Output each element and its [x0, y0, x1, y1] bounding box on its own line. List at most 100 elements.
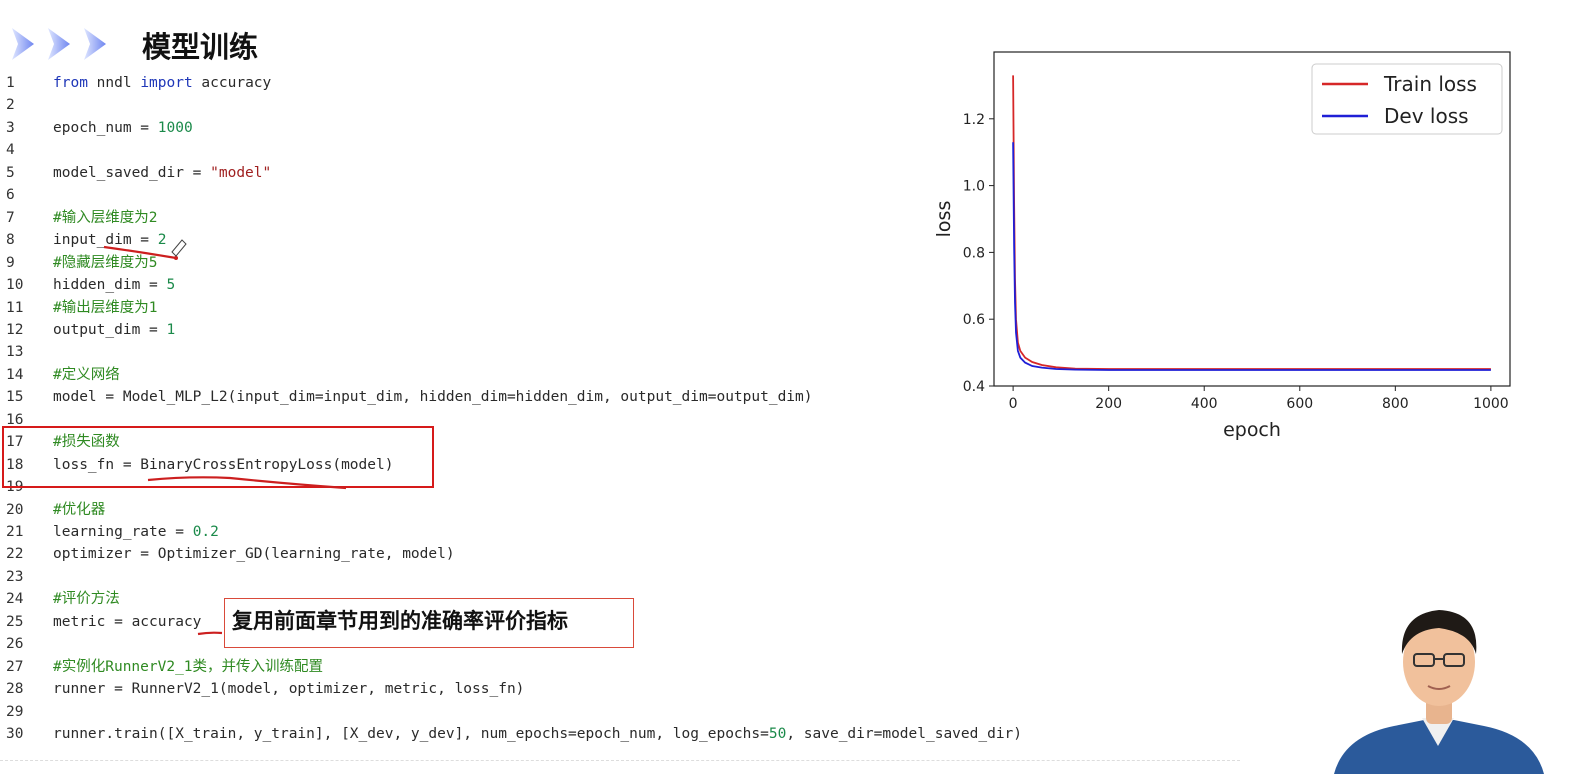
code-token: #输入层维度为2 [53, 209, 158, 226]
code-text: #评价方法 [53, 588, 120, 610]
line-number: 20 [6, 501, 24, 518]
code-line: 16 [0, 409, 1240, 431]
line-number: 28 [6, 681, 24, 698]
x-tick-label: 800 [1382, 396, 1409, 412]
code-line: 17 #损失函数 [0, 431, 1240, 453]
line-number: 15 [6, 389, 24, 406]
slide-header: 模型训练 [0, 0, 1592, 74]
code-token: 1 [166, 321, 176, 338]
x-axis-label: epoch [1223, 419, 1281, 441]
code-token: input_dim = [53, 232, 158, 249]
divider [0, 760, 1240, 761]
code-token: loss_fn = BinaryCrossEntropyLoss(model) [53, 456, 394, 473]
line-number: 30 [6, 726, 24, 743]
line-number: 14 [6, 366, 24, 383]
line-number: 8 [6, 232, 15, 249]
code-line: 18 loss_fn = BinaryCrossEntropyLoss(model… [0, 454, 1240, 476]
code-token: 1000 [157, 119, 193, 136]
code-token: , save_dir=model_saved_dir) [786, 726, 1023, 743]
line-number: 29 [6, 703, 24, 720]
code-token: epoch_num = [53, 119, 158, 136]
code-line: 30 runner.train([X_train, y_train], [X_de… [0, 723, 1240, 745]
code-listing: 1 from nndl import accuracy 2 3 epoch_num = … [0, 72, 1240, 762]
line-number: 5 [6, 164, 15, 181]
plot-frame [993, 51, 1511, 387]
x-tick-label: 600 [1286, 396, 1313, 412]
line-number: 7 [6, 209, 15, 226]
code-line: 23 [0, 566, 1240, 588]
y-tick-label: 0.6 [963, 312, 985, 328]
line-number: 22 [6, 546, 24, 563]
code-line: 13 [0, 341, 1240, 363]
code-token: optimizer = Optimizer_GD(learning_rate, … [53, 546, 455, 563]
x-tick-label: 1000 [1473, 396, 1509, 412]
code-text: learning_rate = 0.2 [53, 521, 219, 543]
code-token: 0.2 [192, 524, 219, 540]
annotation-callout: 复用前面章节用到的准确率评价指标 [224, 598, 634, 648]
code-line: 10 hidden_dim = 5 [0, 274, 1240, 296]
code-line: 2 [0, 94, 1240, 116]
line-number: 17 [6, 434, 24, 451]
code-token: #评价方法 [53, 591, 120, 608]
y-tick-label: 0.4 [963, 379, 985, 395]
code-line: 7 #输入层维度为2 [0, 207, 1240, 229]
series-line-dev-loss [1012, 142, 1491, 371]
code-line: 8 input_dim = 2 [0, 229, 1240, 251]
line-number: 26 [6, 636, 24, 653]
code-line: 1 from nndl import accuracy [0, 72, 1240, 94]
code-token: #隐藏层维度为5 [53, 254, 158, 271]
code-token: #实例化RunnerV2_1类，并传入训练配置 [53, 658, 324, 675]
code-token: nndl [87, 75, 141, 91]
line-number: 2 [6, 97, 15, 114]
code-line: 22 optimizer = Optimizer_GD(learning_rate… [0, 543, 1240, 565]
y-tick-label: 1.2 [963, 112, 985, 128]
code-text: optimizer = Optimizer_GD(learning_rate, … [53, 543, 455, 565]
code-line: 24 #评价方法 [0, 588, 1240, 610]
code-line: 11 #输出层维度为1 [0, 297, 1240, 319]
code-line: 20 #优化器 [0, 499, 1240, 521]
code-text: #输入层维度为2 [53, 207, 157, 229]
code-line: 29 [0, 701, 1240, 723]
code-line: 5 model_saved_dir = "model" [0, 162, 1240, 184]
code-text: epoch_num = 1000 [53, 117, 193, 139]
code-line: 15 model = Model_MLP_L2(input_dim=input_d… [0, 386, 1240, 408]
line-number: 27 [6, 658, 24, 675]
line-number: 25 [6, 613, 24, 630]
code-token: model = Model_MLP_L2(input_dim=input_dim… [53, 389, 813, 406]
line-number: 16 [6, 411, 24, 428]
code-text: #定义网络 [53, 364, 120, 386]
line-number: 9 [6, 254, 15, 271]
code-text: model_saved_dir = "model" [53, 162, 271, 184]
code-text: from nndl import accuracy [53, 72, 271, 94]
code-text: loss_fn = BinaryCrossEntropyLoss(model) [53, 454, 393, 476]
legend-label: Dev loss [1384, 104, 1469, 128]
code-line: 14 #定义网络 [0, 364, 1240, 386]
line-number: 6 [6, 187, 15, 204]
line-number: 24 [6, 591, 24, 608]
code-line: 25 metric = accuracy [0, 611, 1240, 633]
code-line: 6 [0, 184, 1240, 206]
code-text: output_dim = 1 [53, 319, 175, 341]
line-number: 18 [6, 456, 24, 473]
line-number: 11 [6, 299, 24, 316]
code-token: output_dim = [53, 321, 167, 338]
line-number: 10 [6, 277, 24, 294]
x-tick-label: 0 [1009, 396, 1018, 412]
line-number: 3 [6, 119, 15, 136]
code-token: 2 [157, 232, 167, 249]
chevron-right-icon [12, 28, 106, 60]
loss-chart: 0 200 400 600 800 1000 0.4 0.6 0.8 1.0 1.2 epoch los… [933, 51, 1511, 441]
code-token: "model" [210, 164, 272, 181]
line-number: 1 [6, 75, 15, 91]
code-token: #定义网络 [53, 366, 120, 383]
presenter-video [1334, 610, 1544, 774]
code-text: model = Model_MLP_L2(input_dim=input_dim… [53, 386, 813, 408]
y-tick-label: 1.0 [963, 179, 985, 195]
code-text: hidden_dim = 5 [53, 274, 175, 296]
code-text: #隐藏层维度为5 [53, 252, 157, 274]
code-line: 26 [0, 633, 1240, 655]
line-number: 4 [6, 142, 15, 159]
line-number: 21 [6, 524, 24, 540]
code-token: #损失函数 [53, 434, 120, 451]
code-text: input_dim = 2 [53, 229, 167, 251]
